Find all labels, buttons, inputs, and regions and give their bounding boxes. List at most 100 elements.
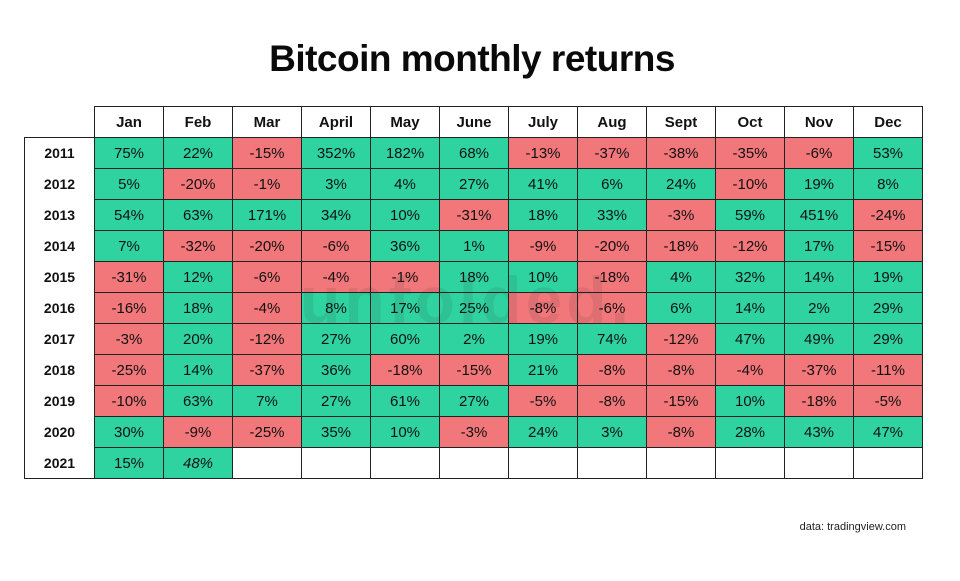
return-cell-2014-jan: 7% (94, 230, 164, 262)
return-cell-2012-aug: 6% (577, 168, 647, 200)
return-cell-2019-jan: -10% (94, 385, 164, 417)
return-cell-2019-sept: -15% (646, 385, 716, 417)
return-cell-2012-nov: 19% (784, 168, 854, 200)
return-cell-2020-july: 24% (508, 416, 578, 448)
return-cell-2013-may: 10% (370, 199, 440, 231)
return-cell-2017-dec: 29% (853, 323, 923, 355)
return-cell-2011-aug: -37% (577, 137, 647, 169)
return-cell-2012-dec: 8% (853, 168, 923, 200)
return-cell-2016-feb: 18% (163, 292, 233, 324)
return-cell-2015-jan: -31% (94, 261, 164, 293)
return-cell-2019-mar: 7% (232, 385, 302, 417)
table-row: 2018 -25% 14% -37% 36% -18% -15% 21% -8% -8% -4% -3… (24, 354, 923, 386)
return-cell-2014-oct: -12% (715, 230, 785, 262)
return-cell-2011-jan: 75% (94, 137, 164, 169)
return-cell-2012-jan: 5% (94, 168, 164, 200)
return-cell-2013-mar: 171% (232, 199, 302, 231)
return-cell-2014-june: 1% (439, 230, 509, 262)
return-cell-2012-june: 27% (439, 168, 509, 200)
return-cell-2012-feb: -20% (163, 168, 233, 200)
table-row: 2019 -10% 63% 7% 27% 61% 27% -5% -8% -15% 10% -18% -… (24, 385, 923, 417)
return-cell-2015-feb: 12% (163, 261, 233, 293)
return-cell-2014-mar: -20% (232, 230, 302, 262)
return-cell-2015-oct: 32% (715, 261, 785, 293)
return-cell-2015-june: 18% (439, 261, 509, 293)
return-cell-2020-mar: -25% (232, 416, 302, 448)
return-cell-2015-dec: 19% (853, 261, 923, 293)
return-cell-2017-nov: 49% (784, 323, 854, 355)
return-cell-2015-mar: -6% (232, 261, 302, 293)
return-cell-2016-sept: 6% (646, 292, 716, 324)
month-header-may: May (370, 106, 440, 138)
table-row: 2013 54% 63% 171% 34% 10% -31% 18% 33% -3% 59% 451%… (24, 199, 923, 231)
return-cell-2018-aug: -8% (577, 354, 647, 386)
month-header-aug: Aug (577, 106, 647, 138)
year-label-2013: 2013 (24, 199, 95, 231)
return-cell-2019-june: 27% (439, 385, 509, 417)
month-header-mar: Mar (232, 106, 302, 138)
table-row: 2012 5% -20% -1% 3% 4% 27% 41% 6% 24% -10% 19% 8% (24, 168, 923, 200)
table-row: 2017 -3% 20% -12% 27% 60% 2% 19% 74% -12% 47% 49% 29… (24, 323, 923, 355)
month-header-sept: Sept (646, 106, 716, 138)
return-cell-2017-april: 27% (301, 323, 371, 355)
return-cell-2012-may: 4% (370, 168, 440, 200)
return-cell-2019-dec: -5% (853, 385, 923, 417)
return-cell-2017-feb: 20% (163, 323, 233, 355)
return-cell-2021-july (508, 447, 578, 479)
return-cell-2015-sept: 4% (646, 261, 716, 293)
table-row: 2011 75% 22% -15% 352% 182% 68% -13% -37% -38% -35… (24, 137, 923, 169)
return-cell-2012-mar: -1% (232, 168, 302, 200)
return-cell-2020-aug: 3% (577, 416, 647, 448)
return-cell-2014-nov: 17% (784, 230, 854, 262)
return-cell-2020-june: -3% (439, 416, 509, 448)
returns-table: Jan Feb Mar April May June July Aug Sept Oct Nov De… (24, 106, 923, 479)
table-row: 2015 -31% 12% -6% -4% -1% 18% 10% -18% 4% 32% 14% 19… (24, 261, 923, 293)
return-cell-2021-dec (853, 447, 923, 479)
return-cell-2021-may (370, 447, 440, 479)
return-cell-2018-may: -18% (370, 354, 440, 386)
return-cell-2013-april: 34% (301, 199, 371, 231)
chart-title: Bitcoin monthly returns (269, 38, 675, 79)
return-cell-2016-mar: -4% (232, 292, 302, 324)
return-cell-2016-june: 25% (439, 292, 509, 324)
return-cell-2021-nov (784, 447, 854, 479)
return-cell-2013-july: 18% (508, 199, 578, 231)
table-row: 2020 30% -9% -25% 35% 10% -3% 24% 3% -8% 28% 43% 47% (24, 416, 923, 448)
return-cell-2017-oct: 47% (715, 323, 785, 355)
return-cell-2020-oct: 28% (715, 416, 785, 448)
return-cell-2017-july: 19% (508, 323, 578, 355)
return-cell-2017-sept: -12% (646, 323, 716, 355)
month-header-oct: Oct (715, 106, 785, 138)
return-cell-2015-july: 10% (508, 261, 578, 293)
return-cell-2011-oct: -35% (715, 137, 785, 169)
return-cell-2014-april: -6% (301, 230, 371, 262)
month-header-dec: Dec (853, 106, 923, 138)
return-cell-2019-aug: -8% (577, 385, 647, 417)
return-cell-2019-april: 27% (301, 385, 371, 417)
return-cell-2018-nov: -37% (784, 354, 854, 386)
year-label-2014: 2014 (24, 230, 95, 262)
table-row: 2014 7% -32% -20% -6% 36% 1% -9% -20% -18% -12% 17%… (24, 230, 923, 262)
return-cell-2012-sept: 24% (646, 168, 716, 200)
month-header-april: April (301, 106, 371, 138)
return-cell-2021-june (439, 447, 509, 479)
return-cell-2019-may: 61% (370, 385, 440, 417)
year-label-2018: 2018 (24, 354, 95, 386)
return-cell-2018-mar: -37% (232, 354, 302, 386)
return-cell-2012-april: 3% (301, 168, 371, 200)
year-label-2012: 2012 (24, 168, 95, 200)
return-cell-2012-july: 41% (508, 168, 578, 200)
return-cell-2013-feb: 63% (163, 199, 233, 231)
return-cell-2015-aug: -18% (577, 261, 647, 293)
return-cell-2018-jan: -25% (94, 354, 164, 386)
header-row: Jan Feb Mar April May June July Aug Sept Oct Nov De… (25, 106, 923, 138)
return-cell-2015-nov: 14% (784, 261, 854, 293)
return-cell-2012-oct: -10% (715, 168, 785, 200)
return-cell-2020-jan: 30% (94, 416, 164, 448)
month-header-july: July (508, 106, 578, 138)
return-cell-2019-nov: -18% (784, 385, 854, 417)
table-row: 2021 15% 48% (24, 447, 923, 479)
return-cell-2011-dec: 53% (853, 137, 923, 169)
return-cell-2018-july: 21% (508, 354, 578, 386)
year-label-2020: 2020 (24, 416, 95, 448)
